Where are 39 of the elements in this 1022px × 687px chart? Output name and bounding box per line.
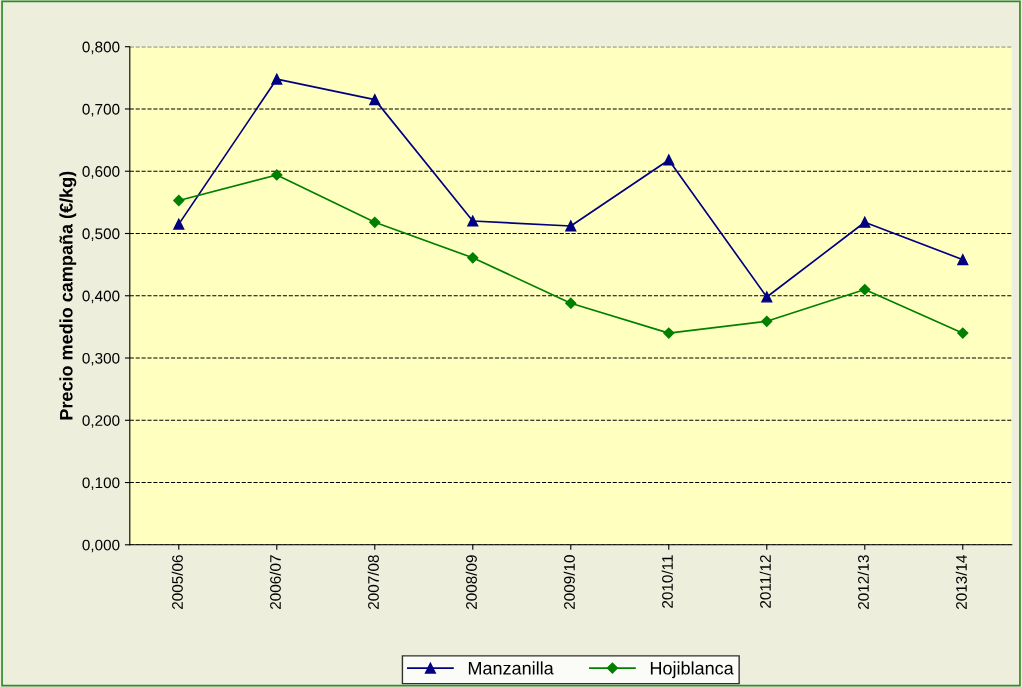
point: [761, 315, 773, 327]
x-tick-label: 2011/12: [759, 555, 771, 608]
y-tick-label: 0,400: [82, 290, 120, 304]
x-tick-label: 2013/14: [955, 554, 967, 609]
point: [369, 94, 381, 106]
y-tick-label: 0,200: [82, 415, 120, 428]
point: [957, 254, 969, 266]
y-tick-label: 0,700: [82, 103, 120, 117]
point: [565, 297, 577, 309]
x-tick-label: 2006/07: [269, 555, 281, 609]
legend-label: Hojiblanca: [650, 661, 734, 679]
point: [957, 327, 969, 339]
point: [271, 169, 283, 181]
point: [859, 283, 871, 296]
y-axis-title: Precio medio campaña (€/kg): [59, 171, 77, 420]
x-tick-label: 2008/09: [465, 555, 477, 609]
point: [369, 216, 381, 228]
y-tick-label: 0,800: [82, 41, 120, 55]
x-tick-label: 2007/08: [367, 555, 379, 609]
point: [173, 218, 185, 230]
point: [271, 73, 283, 85]
y-tick-label: 0,600: [82, 166, 120, 179]
point: [467, 215, 479, 227]
point: [761, 291, 773, 303]
x-tick-label: 2009/10: [563, 555, 575, 609]
y-tick-label: 0,300: [82, 352, 120, 366]
x-tick-label: 2005/06: [171, 555, 183, 609]
point: [859, 216, 871, 228]
point: [173, 194, 185, 207]
point: [663, 154, 675, 166]
y-tick-label: 0,500: [82, 228, 120, 241]
legend-label: Manzanilla: [468, 661, 554, 675]
point: [565, 220, 577, 232]
point: [467, 252, 479, 264]
x-tick-label: 2012/13: [857, 555, 869, 609]
point: [663, 327, 675, 339]
x-tick-label: 2010/11: [661, 555, 673, 608]
y-tick-label: 0,100: [82, 477, 120, 491]
y-tick-label: 0,000: [82, 539, 120, 553]
